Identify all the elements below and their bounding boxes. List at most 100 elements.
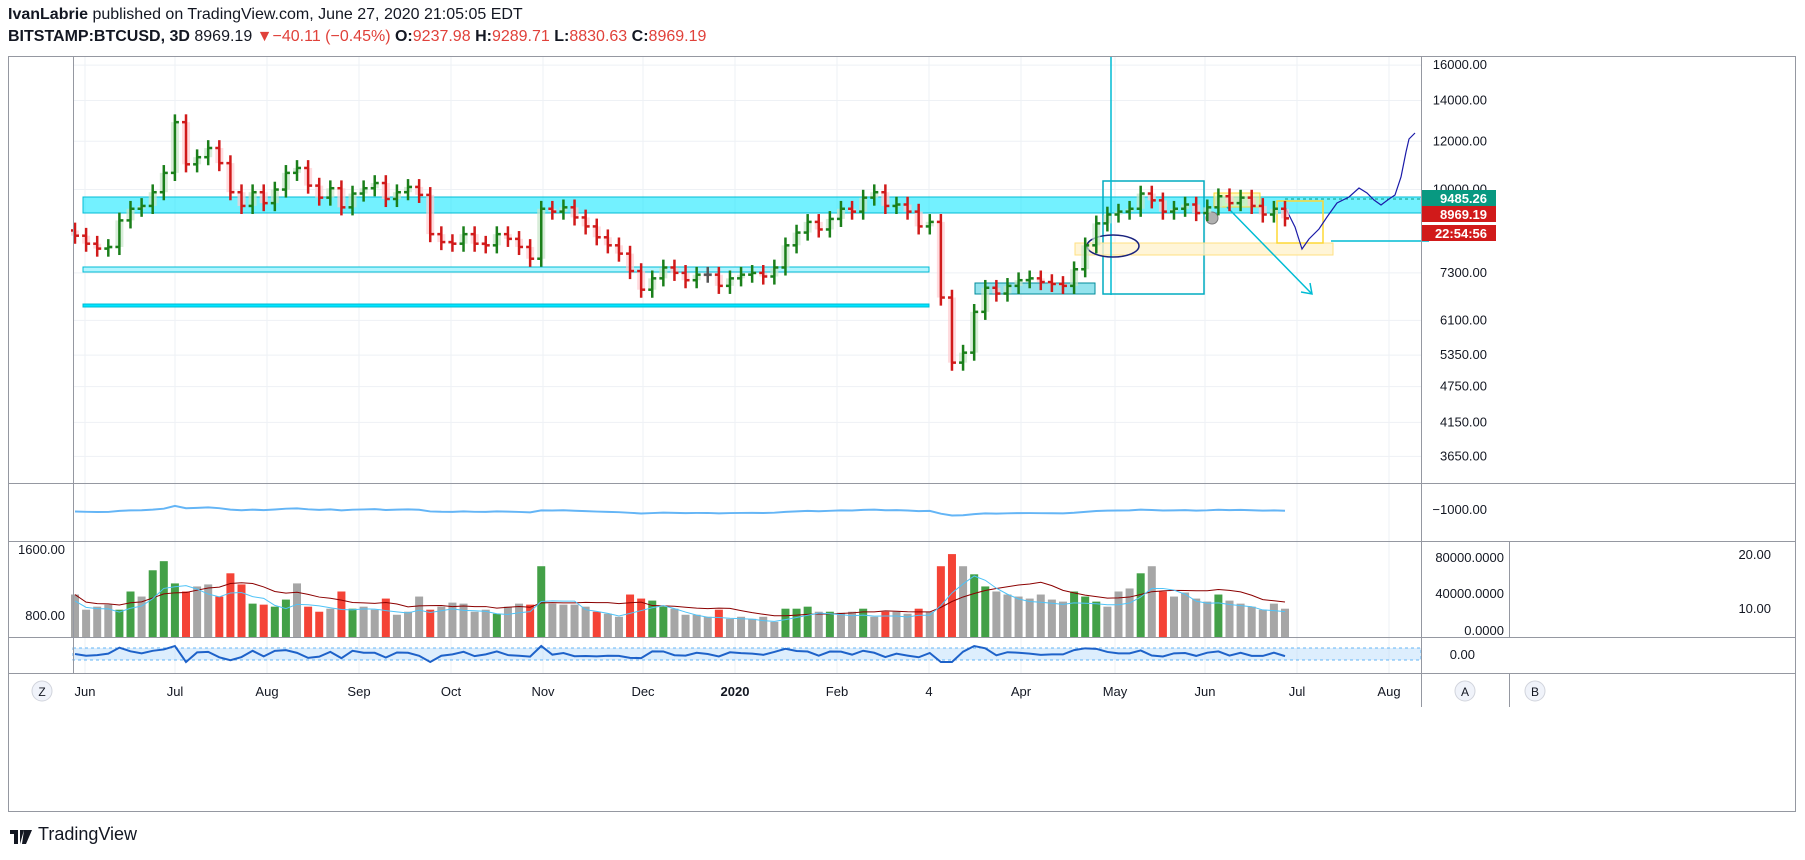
ohlc-bar-14 — [226, 155, 235, 201]
volume-bar-50 — [626, 594, 635, 637]
ohlc-bar-35 — [459, 226, 468, 252]
ohlc-bar-22 — [315, 177, 324, 206]
ohlc-bar-26 — [359, 180, 368, 202]
volume-bar-102 — [1203, 601, 1212, 637]
ohlc-bar-10 — [182, 114, 191, 173]
high-value: 9289.71 — [491, 28, 550, 45]
ohlc-bar-78 — [936, 214, 945, 306]
ohlc-bar-84 — [1003, 278, 1012, 302]
scale-button-label-b: B — [1531, 685, 1539, 699]
ohlc-bar-5 — [126, 200, 135, 229]
x-tick-2020: 2020 — [721, 684, 750, 699]
volume-bar-7 — [148, 570, 157, 637]
volume-bar-49 — [614, 616, 623, 637]
vol-left-tick-0: 1600.00 — [18, 542, 65, 557]
volume-bar-83 — [992, 591, 1001, 637]
price-tick-2: 12000.00 — [1433, 133, 1487, 148]
x-tick-Oct: Oct — [441, 684, 462, 699]
ohlc-bar-50 — [626, 245, 635, 280]
volume-bar-27 — [370, 609, 379, 637]
volume-bar-63 — [770, 621, 779, 637]
chart-frame[interactable]: Jun Jul Aug Sep Oct Nov Dec 2020 Feb 4 Apr May Jun Ju… — [8, 56, 1796, 812]
ohlc-bar-104 — [1225, 188, 1234, 212]
symbol-label[interactable]: BITSTAMP:BTCUSD, 3D — [8, 28, 190, 45]
volume-bar-23 — [326, 608, 335, 637]
ohlc-bar-66 — [803, 214, 812, 241]
clock-icon[interactable] — [1205, 211, 1219, 225]
range-box[interactable] — [1102, 180, 1205, 295]
vol-mid-tick-0: 80000.0000 — [1435, 550, 1504, 565]
volume-bar-78 — [936, 566, 945, 637]
ohlc-bar-51 — [637, 263, 646, 298]
volume-bar-106 — [1247, 606, 1256, 637]
support-zone-thin-2[interactable] — [82, 303, 930, 308]
volume-bar-11 — [193, 586, 202, 637]
volume-bar-101 — [1192, 598, 1201, 637]
volume-bar-51 — [637, 598, 646, 637]
volume-bar-76 — [914, 608, 923, 637]
volume-bar-108 — [1269, 603, 1278, 637]
price-tick-0: 16000.00 — [1433, 57, 1487, 72]
ohlc-bar-71 — [859, 189, 868, 220]
ohlc-bar-92 — [1092, 215, 1101, 254]
volume-bar-62 — [759, 616, 768, 637]
scale-button-a[interactable]: A — [1454, 680, 1476, 702]
volume-bar-3 — [104, 604, 113, 637]
demand-zone[interactable] — [1074, 242, 1334, 256]
price-chart[interactable]: Jun Jul Aug Sep Oct Nov Dec 2020 Feb 4 Apr May Jun Ju… — [9, 57, 1795, 811]
ohlc-bar-86 — [1025, 270, 1034, 289]
author-name[interactable]: IvanLabrie — [8, 6, 89, 23]
volume-bar-82 — [981, 586, 990, 637]
ohlc-bar-1 — [82, 227, 91, 252]
osc1-tick: −1000.00 — [1432, 502, 1487, 517]
volume-bar-0 — [71, 594, 79, 637]
support-zone-thin-1[interactable] — [82, 266, 930, 273]
projected-path[interactable] — [1284, 132, 1416, 251]
volume-bar-32 — [426, 609, 435, 637]
published-text: published on TradingView.com, June 27, 2… — [92, 6, 523, 23]
ohlc-bar-94 — [1114, 203, 1123, 223]
volume-bar-46 — [581, 606, 590, 637]
volume-bar-29 — [392, 614, 401, 637]
ohlc-bar-30 — [404, 179, 413, 201]
high-label: H: — [475, 28, 492, 45]
volume-bar-30 — [404, 611, 413, 637]
price-label-bg-2 — [1422, 225, 1496, 241]
volume-bar-88 — [1047, 599, 1056, 637]
scale-button-b[interactable]: B — [1524, 680, 1546, 702]
volume-bar-94 — [1114, 591, 1123, 637]
volume-bar-38 — [492, 613, 501, 637]
volume-bar-22 — [315, 611, 324, 637]
last-price: 8969.19 — [194, 28, 253, 45]
volume-bar-66 — [803, 606, 812, 637]
tradingview-logo[interactable]: TradingView — [8, 824, 137, 846]
ohlc-bar-82 — [981, 279, 990, 320]
vol-mid-tick-2: 0.0000 — [1464, 623, 1504, 638]
ohlc-bar-106 — [1247, 189, 1256, 214]
volume-bar-4 — [115, 609, 124, 637]
volume-bar-71 — [859, 608, 868, 637]
vol-right-tick-1: 10.00 — [1738, 601, 1771, 616]
volume-bar-95 — [1125, 588, 1134, 637]
vol-mid-tick-1: 40000.0000 — [1435, 586, 1504, 601]
volume-bar-48 — [603, 613, 612, 637]
price-label-bg-1 — [1422, 206, 1496, 222]
volume-ma-slow — [74, 581, 1286, 617]
volume-bar-1 — [82, 609, 91, 637]
volume-bar-97 — [1147, 566, 1156, 637]
volume-bars — [71, 554, 1289, 637]
projection-arrow[interactable] — [1226, 206, 1312, 294]
ohlc-bar-93 — [1103, 206, 1112, 232]
ohlc-bar-98 — [1158, 192, 1167, 220]
volume-bar-65 — [792, 608, 801, 637]
volume-bar-8 — [159, 561, 168, 637]
volume-bar-26 — [359, 606, 368, 637]
ohlc-bar-69 — [836, 200, 845, 227]
scale-button-z[interactable]: Z — [31, 680, 53, 702]
volume-bar-28 — [381, 598, 390, 637]
volume-bar-58 — [714, 609, 723, 637]
gridlines — [73, 57, 1421, 673]
consolidation-box[interactable] — [974, 282, 1096, 295]
price-label-2: 22:54:56 — [1435, 226, 1487, 241]
volume-bar-24 — [337, 591, 346, 637]
